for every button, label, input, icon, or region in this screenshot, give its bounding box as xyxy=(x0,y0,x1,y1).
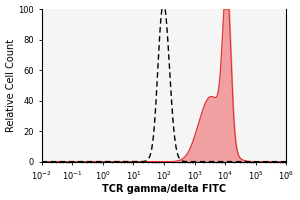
Y-axis label: Relative Cell Count: Relative Cell Count xyxy=(6,39,16,132)
X-axis label: TCR gamma/delta FITC: TCR gamma/delta FITC xyxy=(102,184,226,194)
